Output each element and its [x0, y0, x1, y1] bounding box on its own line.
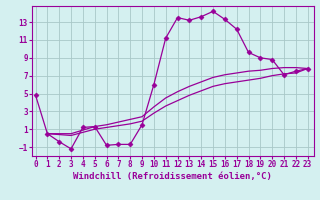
- X-axis label: Windchill (Refroidissement éolien,°C): Windchill (Refroidissement éolien,°C): [73, 172, 272, 181]
